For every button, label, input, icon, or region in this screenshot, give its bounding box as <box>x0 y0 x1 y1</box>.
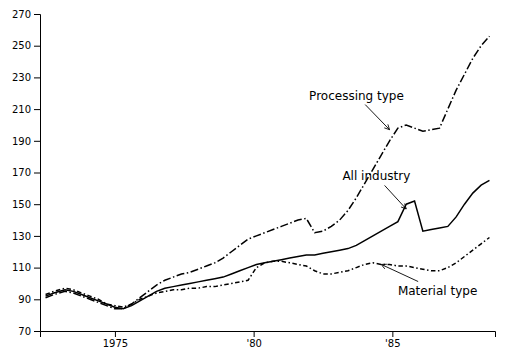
y-tick-label: 190 <box>12 136 31 147</box>
annotation-text: Material type <box>398 284 477 298</box>
y-tick-label: 130 <box>12 231 31 242</box>
x-tick-label: '85 <box>385 338 400 349</box>
annotation-text: All industry <box>342 169 410 183</box>
y-tick-mark <box>34 77 40 78</box>
y-tick-mark <box>34 204 40 205</box>
y-tick-mark <box>34 141 40 142</box>
x-tick: 1975 <box>103 331 128 349</box>
y-tick-mark <box>34 46 40 47</box>
y-tick: 170 <box>12 167 40 178</box>
y-tick: 70 <box>18 326 40 337</box>
y-tick-mark <box>34 331 40 332</box>
annotations: Processing type All industry Material type <box>309 89 477 298</box>
y-tick: 210 <box>12 104 40 115</box>
series-line <box>46 36 490 309</box>
x-tick: '85 <box>385 331 400 349</box>
y-tick: 250 <box>12 40 40 51</box>
y-tick-mark <box>34 173 40 174</box>
y-tick-mark <box>34 299 40 300</box>
y-tick-mark <box>34 236 40 237</box>
y-tick: 90 <box>18 294 40 305</box>
y-tick-label: 150 <box>12 199 31 210</box>
x-tick-label: 1975 <box>103 338 128 349</box>
x-tick-label: '80 <box>246 338 261 349</box>
y-tick: 150 <box>12 199 40 210</box>
y-tick-label: 170 <box>12 167 31 178</box>
y-tick: 130 <box>12 231 40 242</box>
y-tick-label: 90 <box>18 294 31 305</box>
x-tick-mark <box>254 331 255 337</box>
y-tick: 270 <box>12 9 40 20</box>
y-axis-line <box>34 15 41 332</box>
y-axis: 70 90 110 130 150 170 190 210 230 250 270 <box>12 9 41 337</box>
y-tick-label: 70 <box>18 326 31 337</box>
annotation-arrow <box>385 185 407 209</box>
lines <box>46 36 490 309</box>
y-tick-label: 110 <box>12 262 31 273</box>
x-tick: '80 <box>246 331 261 349</box>
y-tick: 230 <box>12 72 40 83</box>
y-tick: 190 <box>12 136 40 147</box>
y-tick-mark <box>34 14 40 15</box>
series-line <box>46 237 490 307</box>
chart: 1975 '80 '85 70 90 110 130 150 170 190 210 230 250 27… <box>0 0 511 359</box>
x-axis-line <box>41 332 496 338</box>
series-line <box>46 180 490 308</box>
y-tick-mark <box>34 109 40 110</box>
y-tick-label: 230 <box>12 72 31 83</box>
x-axis: 1975 '80 '85 <box>41 331 496 349</box>
x-tick-mark <box>115 331 116 337</box>
x-tick-mark <box>392 331 393 337</box>
annotation-text: Processing type <box>309 89 404 103</box>
plot: 1975 '80 '85 70 90 110 130 150 170 190 210 230 250 27… <box>12 9 496 349</box>
y-tick-label: 270 <box>12 9 31 20</box>
annotation-arrow <box>381 264 418 281</box>
y-tick-label: 250 <box>12 40 31 51</box>
y-tick-mark <box>34 268 40 269</box>
y-tick: 110 <box>12 262 40 273</box>
y-tick-label: 210 <box>12 104 31 115</box>
annotation-arrow <box>365 105 389 130</box>
